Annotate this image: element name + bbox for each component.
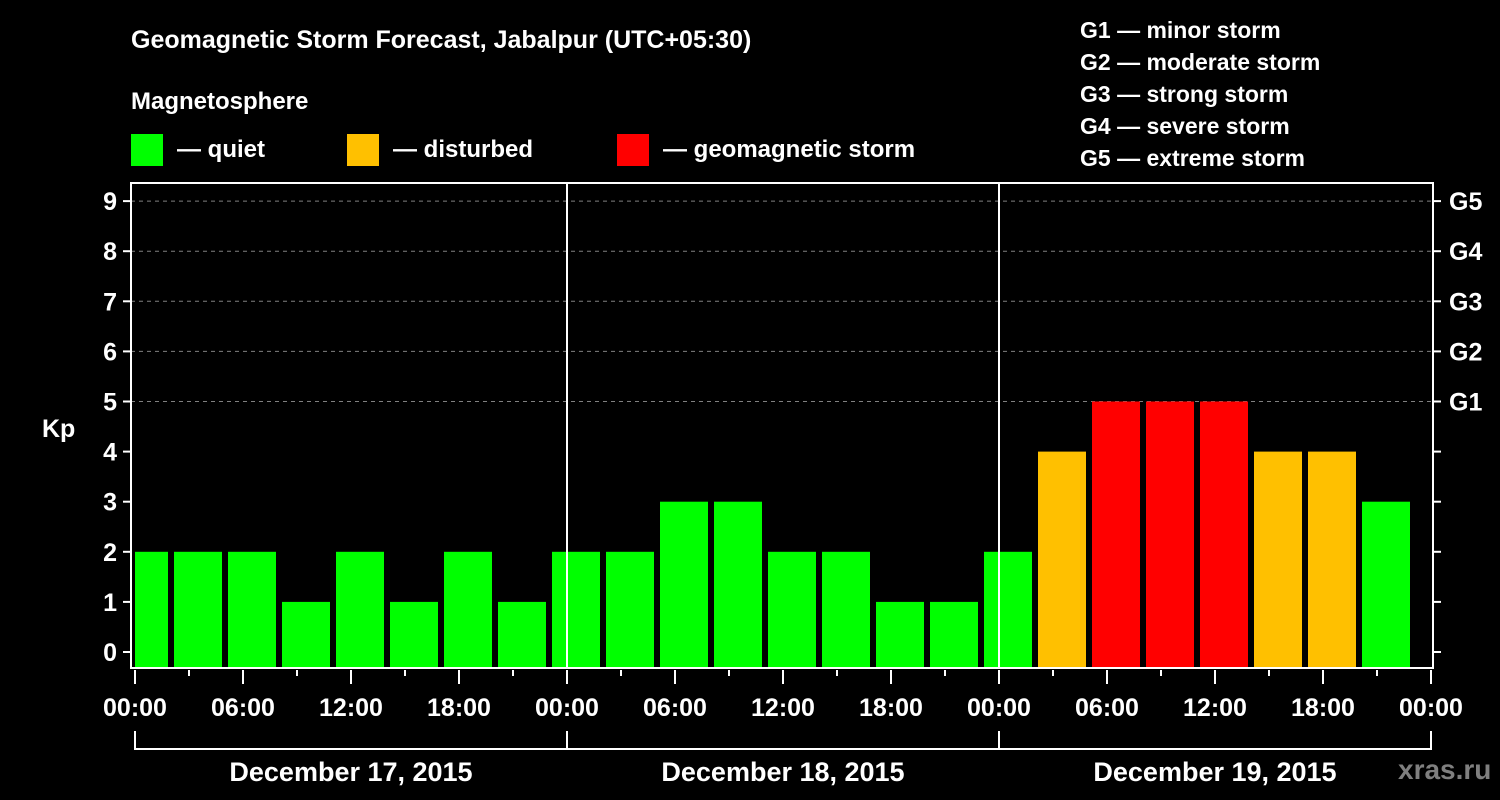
y-tick-label: 8 xyxy=(103,238,117,266)
x-tick-label: 18:00 xyxy=(1291,694,1355,722)
kp-bar xyxy=(660,501,708,668)
y-tick-label: 9 xyxy=(103,188,117,216)
y-tick-label: 7 xyxy=(103,288,117,316)
date-label: December 17, 2015 xyxy=(229,757,472,787)
disturbed-swatch xyxy=(347,134,379,166)
date-bracket xyxy=(134,731,1432,750)
kp-bar xyxy=(1038,451,1086,668)
g-scale-item: G1 — minor storm xyxy=(1080,17,1281,43)
kp-bar xyxy=(336,551,384,668)
quiet-swatch xyxy=(131,134,163,166)
kp-bar xyxy=(768,551,816,668)
y-tick-label: 0 xyxy=(103,639,117,667)
kp-bar xyxy=(498,601,546,668)
kp-bar xyxy=(174,551,222,668)
y-tick-label: 5 xyxy=(103,389,117,417)
kp-bar xyxy=(282,601,330,668)
kp-bar xyxy=(822,551,870,668)
g-level-label: G1 xyxy=(1449,389,1482,417)
x-tick-label: 18:00 xyxy=(859,694,923,722)
legend-subtitle: Magnetosphere xyxy=(131,88,309,115)
kp-bar xyxy=(876,601,924,668)
y-axis-label: Kp xyxy=(42,415,75,443)
x-tick-label: 00:00 xyxy=(103,694,167,722)
x-tick-label: 00:00 xyxy=(967,694,1031,722)
legend-storm-label: — geomagnetic storm xyxy=(663,136,916,163)
legend-quiet: — quiet xyxy=(131,134,265,166)
legend-quiet-label: — quiet xyxy=(177,136,265,163)
legend-storm: — geomagnetic storm xyxy=(617,134,915,166)
kp-bar xyxy=(714,501,762,668)
g-level-label: G4 xyxy=(1449,238,1482,266)
kp-bar xyxy=(444,551,492,668)
x-tick-label: 12:00 xyxy=(319,694,383,722)
x-tick-label: 06:00 xyxy=(211,694,275,722)
g-level-label: G2 xyxy=(1449,338,1482,366)
storm-swatch xyxy=(617,134,649,166)
kp-bar xyxy=(930,601,978,668)
date-label: December 18, 2015 xyxy=(661,757,904,787)
kp-bar xyxy=(1092,401,1140,668)
kp-bar xyxy=(390,601,438,668)
g-level-label: G3 xyxy=(1449,288,1482,316)
plot-border xyxy=(130,182,1434,669)
y-tick-label: 3 xyxy=(103,489,117,517)
x-tick-label: 12:00 xyxy=(751,694,815,722)
x-tick-label: 00:00 xyxy=(1399,694,1463,722)
x-tick-label: 06:00 xyxy=(643,694,707,722)
g-scale-list: G1 — minor storm G2 — moderate storm G3 … xyxy=(1080,14,1320,174)
y-tick-label: 1 xyxy=(103,589,117,617)
g-scale-item: G4 — severe storm xyxy=(1080,113,1290,139)
kp-bar xyxy=(1362,501,1410,668)
date-label: December 19, 2015 xyxy=(1093,757,1336,787)
kp-bar xyxy=(984,551,1032,668)
y-tick-label: 2 xyxy=(103,539,117,567)
y-tick-label: 6 xyxy=(103,338,117,366)
y-tick-label: 4 xyxy=(103,439,117,467)
kp-bar xyxy=(1254,451,1302,668)
x-tick-label: 06:00 xyxy=(1075,694,1139,722)
kp-bar xyxy=(1308,451,1356,668)
kp-bar xyxy=(1146,401,1194,668)
kp-bar xyxy=(228,551,276,668)
g-scale-item: G3 — strong storm xyxy=(1080,81,1289,107)
legend-disturbed: — disturbed xyxy=(347,134,533,166)
kp-bar xyxy=(1200,401,1248,668)
g-scale-item: G2 — moderate storm xyxy=(1080,49,1321,75)
watermark: xras.ru xyxy=(1398,754,1492,785)
x-tick-label: 18:00 xyxy=(427,694,491,722)
legend-disturbed-label: — disturbed xyxy=(393,136,534,163)
g-scale-item: G5 — extreme storm xyxy=(1080,145,1305,171)
kp-bar xyxy=(135,551,168,668)
x-tick-label: 00:00 xyxy=(535,694,599,722)
g-level-label: G5 xyxy=(1449,188,1482,216)
kp-bar xyxy=(606,551,654,668)
chart-title: Geomagnetic Storm Forecast, Jabalpur (UT… xyxy=(131,26,752,54)
x-tick-label: 12:00 xyxy=(1183,694,1247,722)
kp-bar xyxy=(552,551,600,668)
